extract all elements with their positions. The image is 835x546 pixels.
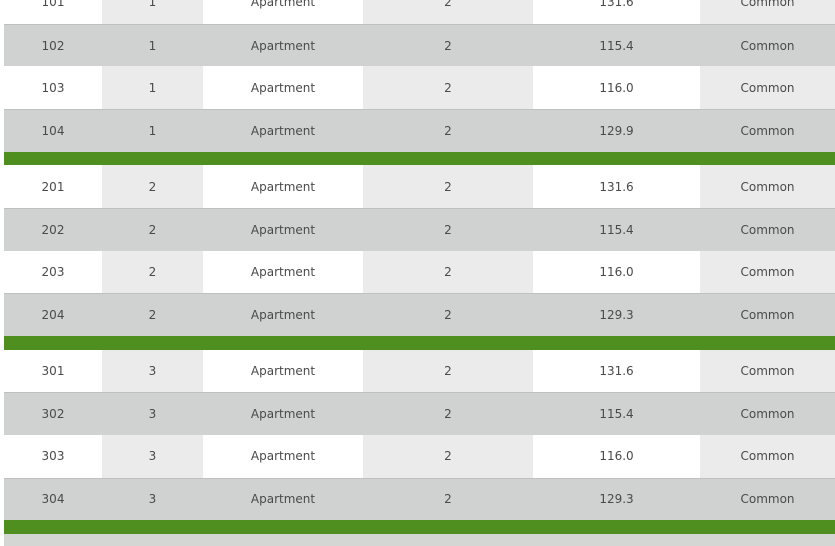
unit-cell: 102 — [41, 38, 65, 53]
floor-cell: 1 — [148, 123, 157, 138]
category-cell: Common — [740, 222, 795, 237]
category-cell: Common — [700, 250, 835, 294]
table-row[interactable]: 104 1 Apartment 2 129.9 Common — [4, 109, 835, 152]
type-cell: Apartment — [250, 38, 316, 53]
category-cell: Common — [700, 165, 835, 208]
floor-cell: 3 — [102, 349, 203, 393]
type-cell: Apartment — [203, 349, 363, 393]
area-cell: 116.0 — [533, 66, 700, 110]
type-cell: Apartment — [250, 222, 316, 237]
area-cell: 116.0 — [533, 250, 700, 294]
area-cell: 129.3 — [599, 308, 634, 323]
category-cell: Common — [740, 492, 795, 507]
floor-cell: 1 — [148, 38, 157, 53]
table-row[interactable]: 203 2 Apartment 2 116.0 Common — [4, 250, 835, 294]
table-row[interactable]: 101 1 Apartment 2 131.6 Common — [4, 0, 835, 24]
unit-cell: 201 — [4, 165, 102, 208]
rooms-cell: 2 — [444, 407, 452, 422]
rooms-cell: 2 — [444, 123, 452, 138]
floor-cell: 1 — [102, 66, 203, 110]
type-cell: Apartment — [203, 0, 363, 24]
floor-cell: 2 — [102, 165, 203, 208]
units-table: 101 1 Apartment 2 131.6 Common 102 1 Apartment 2 1… — [4, 0, 835, 546]
type-cell: Apartment — [250, 123, 316, 138]
unit-cell: 103 — [4, 66, 102, 110]
category-cell: Common — [700, 66, 835, 110]
type-cell: Apartment — [203, 66, 363, 110]
category-cell: Common — [740, 308, 795, 323]
type-cell: Apartment — [203, 165, 363, 208]
table-row[interactable]: 302 3 Apartment 2 115.4 Common — [4, 392, 835, 435]
area-cell: 129.9 — [599, 123, 634, 138]
rooms-cell: 2 — [363, 0, 533, 24]
floor-cell: 2 — [102, 250, 203, 294]
rooms-cell: 2 — [444, 38, 452, 53]
group-separator — [4, 151, 835, 166]
type-cell: Apartment — [203, 250, 363, 294]
area-cell: 131.6 — [533, 165, 700, 208]
area-cell: 116.0 — [533, 434, 700, 478]
floor-cell: 3 — [148, 407, 157, 422]
type-cell: Apartment — [250, 407, 316, 422]
unit-cell: 203 — [4, 250, 102, 294]
unit-cell: 304 — [41, 492, 65, 507]
rooms-cell: 2 — [363, 250, 533, 294]
unit-cell: 303 — [4, 434, 102, 478]
table-row[interactable]: 304 3 Apartment 2 129.3 Common — [4, 477, 835, 521]
unit-cell: 101 — [4, 0, 102, 24]
rooms-cell: 2 — [363, 66, 533, 110]
floor-cell: 3 — [102, 434, 203, 478]
group-separator — [4, 336, 835, 350]
unit-cell: 204 — [41, 308, 65, 323]
table-row[interactable]: 301 3 Apartment 2 131.6 Common — [4, 349, 835, 393]
type-cell: Apartment — [203, 434, 363, 478]
table-row[interactable]: 202 2 Apartment 2 115.4 Common — [4, 207, 835, 251]
unit-cell: 202 — [41, 222, 65, 237]
rooms-cell: 2 — [363, 349, 533, 393]
table-row[interactable]: 204 2 Apartment 2 129.3 Common — [4, 293, 835, 336]
category-cell: Common — [740, 123, 795, 138]
table-row[interactable] — [4, 533, 835, 546]
category-cell: Common — [740, 38, 795, 53]
rooms-cell: 2 — [444, 492, 452, 507]
area-cell: 115.4 — [599, 407, 634, 422]
type-cell: Apartment — [250, 308, 316, 323]
unit-cell: 301 — [4, 349, 102, 393]
floor-cell: 2 — [148, 308, 157, 323]
area-cell: 115.4 — [599, 222, 634, 237]
rooms-cell: 2 — [363, 165, 533, 208]
rooms-cell: 2 — [444, 222, 452, 237]
table-row[interactable]: 303 3 Apartment 2 116.0 Common — [4, 434, 835, 478]
group-separator — [4, 520, 835, 534]
floor-cell: 2 — [148, 222, 157, 237]
category-cell: Common — [700, 434, 835, 478]
type-cell: Apartment — [250, 492, 316, 507]
area-cell: 129.3 — [599, 492, 634, 507]
area-cell: 131.6 — [533, 0, 700, 24]
table-row[interactable]: 201 2 Apartment 2 131.6 Common — [4, 165, 835, 208]
category-cell: Common — [700, 0, 835, 24]
rooms-cell: 2 — [363, 434, 533, 478]
floor-cell: 1 — [102, 0, 203, 24]
category-cell: Common — [740, 407, 795, 422]
rooms-cell: 2 — [444, 308, 452, 323]
unit-cell: 104 — [41, 123, 65, 138]
category-cell: Common — [700, 349, 835, 393]
table-row[interactable]: 103 1 Apartment 2 116.0 Common — [4, 66, 835, 110]
unit-cell: 302 — [41, 407, 65, 422]
area-cell: 115.4 — [599, 38, 634, 53]
area-cell: 131.6 — [533, 349, 700, 393]
floor-cell: 3 — [148, 492, 157, 507]
table-row[interactable]: 102 1 Apartment 2 115.4 Common — [4, 23, 835, 67]
